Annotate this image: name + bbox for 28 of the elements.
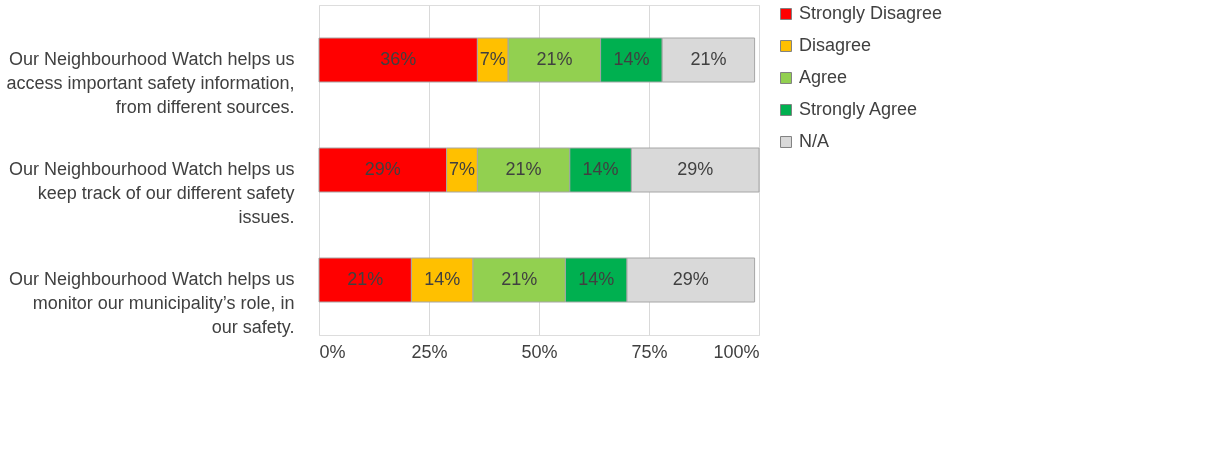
data-label: 29%	[364, 159, 401, 179]
data-label: 21%	[501, 269, 538, 289]
x-tick-label: 25%	[411, 341, 448, 362]
x-tick-label: 75%	[631, 341, 668, 362]
y-tick-label: Our Neighbourhood Watch helps us monitor our municipality’s role, in our safety.	[9, 269, 295, 337]
legend-label: Disagree	[799, 35, 872, 55]
data-label: 7%	[479, 49, 506, 69]
data-label: 21%	[536, 49, 573, 69]
data-label: 14%	[578, 269, 615, 289]
data-label: 14%	[424, 269, 461, 289]
legend-label: Agree	[799, 67, 848, 87]
data-label: 14%	[582, 159, 619, 179]
x-tick-label: 50%	[521, 341, 558, 362]
legend-label: Strongly Disagree	[799, 3, 943, 23]
data-label: 21%	[690, 49, 727, 69]
data-label: 14%	[613, 49, 650, 69]
y-tick-label: Our Neighbourhood Watch helps us keep track of our different safety issues.	[9, 159, 295, 227]
data-label: 7%	[448, 159, 476, 179]
y-tick-label: Our Neighbourhood Watch helps us access important safety information, from different sources.	[6, 49, 295, 117]
data-label: 29%	[677, 159, 714, 179]
legend-label: N/A	[799, 131, 830, 151]
data-label: 21%	[347, 269, 384, 289]
x-tick-label: 0%	[319, 341, 346, 362]
data-label: 36%	[380, 49, 417, 69]
data-label: 29%	[672, 269, 709, 289]
legend-label: Strongly Agree	[799, 99, 918, 119]
data-label: 21%	[505, 159, 542, 179]
x-tick-label: 100%	[713, 341, 760, 362]
